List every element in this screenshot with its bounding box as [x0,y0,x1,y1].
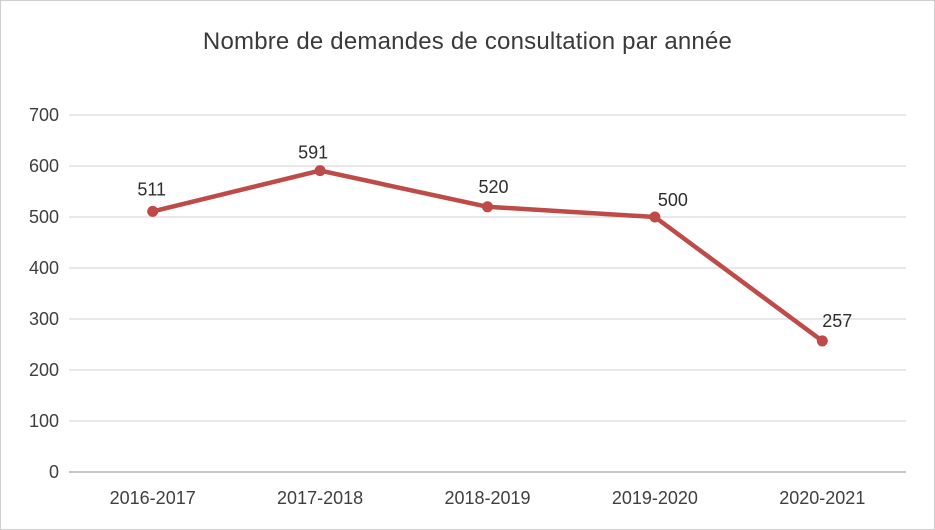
y-tick-label: 700 [29,105,59,125]
x-tick-label: 2020-2021 [779,488,865,508]
data-label: 511 [137,179,166,199]
data-point[interactable] [482,201,493,213]
y-tick-label: 0 [49,462,59,482]
y-tick-label: 100 [29,411,59,431]
x-tick-label: 2019-2020 [612,488,698,508]
y-tick-label: 400 [29,258,59,278]
data-point[interactable] [649,211,661,223]
data-label: 591 [298,143,328,163]
chart-title: Nombre de demandes de consultation par a… [202,28,733,55]
data-point[interactable] [314,165,326,177]
y-tick-label: 600 [29,156,59,176]
y-tick-label: 300 [29,309,59,329]
y-tick-label: 500 [29,207,59,227]
x-tick-label: 2016-2017 [110,488,196,508]
x-tick-label: 2017-2018 [277,488,363,508]
data-label: 500 [658,190,688,210]
y-tick-label: 200 [29,360,59,380]
data-point[interactable] [147,205,159,217]
data-point[interactable] [816,335,828,347]
x-tick-label: 2018-2019 [444,488,530,508]
data-label: 520 [478,177,508,197]
data-label: 257 [822,311,852,331]
